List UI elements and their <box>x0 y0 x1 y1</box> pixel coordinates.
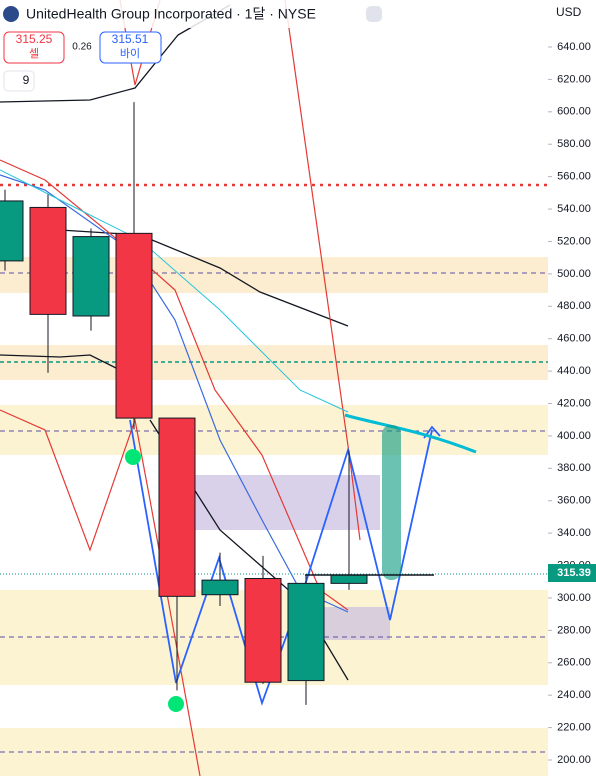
price-axis <box>548 0 596 776</box>
sell-price: 315.25 <box>16 32 53 46</box>
logo <box>3 6 19 22</box>
buy-label: 바이 <box>120 47 140 60</box>
sell-button[interactable] <box>3 31 65 64</box>
y-tick-label: 340.00 <box>557 527 591 539</box>
candle-body <box>201 579 239 596</box>
menu-button[interactable] <box>366 6 382 22</box>
y-tick-label: 240.00 <box>557 689 591 701</box>
candle-body <box>330 574 368 584</box>
y-tick-label: 420.00 <box>557 397 591 409</box>
y-tick-label: 200.00 <box>557 754 591 766</box>
indicator-toggle[interactable] <box>3 70 35 92</box>
last-price-box <box>548 564 596 583</box>
y-tick-label: 360.00 <box>557 495 591 507</box>
symbol-title: UnitedHealth Group Incorporated · 1달 · N… <box>26 6 316 22</box>
y-tick-label: 220.00 <box>557 721 591 733</box>
indicator-count: 9 <box>23 73 30 87</box>
y-tick-label: 280.00 <box>557 624 591 636</box>
y-tick-label: 560.00 <box>557 171 591 183</box>
y-tick-label: 620.00 <box>557 73 591 85</box>
currency: USD <box>556 5 582 19</box>
candle-body <box>115 232 153 419</box>
sell-label: 셀 <box>29 47 39 60</box>
y-tick-label: 540.00 <box>557 203 591 215</box>
candle-body <box>287 582 325 682</box>
last-price-label: 315.39 <box>557 567 591 579</box>
y-tick-label: 480.00 <box>557 300 591 312</box>
candle-body <box>29 206 67 315</box>
y-tick-label: 580.00 <box>557 138 591 150</box>
spread: 0.26 <box>72 42 92 53</box>
y-tick-label: 500.00 <box>557 268 591 280</box>
y-tick-label: 520.00 <box>557 235 591 247</box>
currency-button[interactable] <box>551 3 591 23</box>
y-tick-label: 600.00 <box>557 106 591 118</box>
candle-body <box>72 236 110 317</box>
axis-labels: 200.00220.00240.00260.00280.00300.00320.… <box>548 41 596 766</box>
candles <box>0 102 368 705</box>
y-tick-label: 260.00 <box>557 657 591 669</box>
y-tick-label: 440.00 <box>557 365 591 377</box>
buy-button[interactable] <box>99 31 162 64</box>
y-tick-label: 640.00 <box>557 41 591 53</box>
candle-body <box>0 200 24 262</box>
y-tick-label: 300.00 <box>557 592 591 604</box>
buy-price: 315.51 <box>112 32 149 46</box>
y-tick-label: 400.00 <box>557 430 591 442</box>
candle-body <box>244 578 282 683</box>
candle-body <box>158 417 196 597</box>
y-tick-label: 460.00 <box>557 333 591 345</box>
header-bg <box>0 0 548 28</box>
y-tick-label: 380.00 <box>557 462 591 474</box>
